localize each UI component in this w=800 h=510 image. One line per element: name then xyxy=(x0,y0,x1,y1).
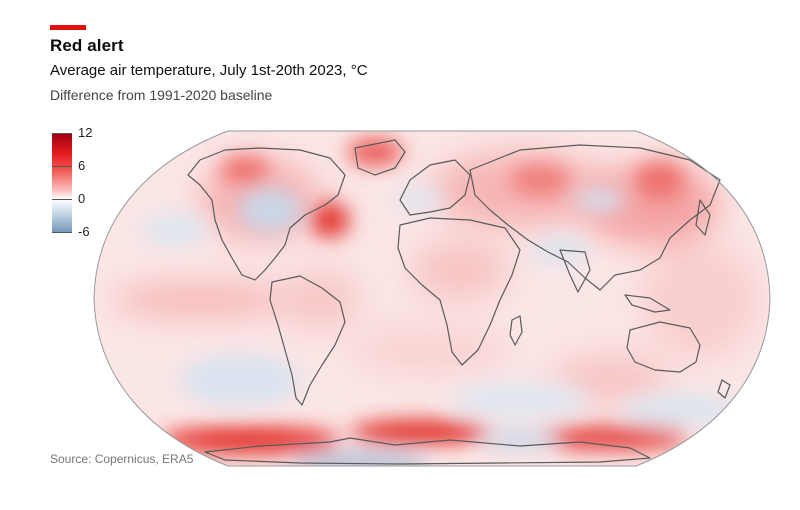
europe-outline xyxy=(399,159,471,216)
legend-label-6: 6 xyxy=(78,158,86,173)
legend-tick xyxy=(52,199,72,200)
chart-title: Red alert xyxy=(50,36,124,55)
legend-label-minus-6: -6 xyxy=(78,224,90,239)
color-legend: 12 6 0 -6 xyxy=(50,125,130,240)
greenland-outline xyxy=(354,139,406,176)
legend-tick xyxy=(52,166,72,167)
source-note: Source: Copernicus, ERA5 xyxy=(50,452,194,466)
japan-outline xyxy=(695,199,711,236)
south-america-outline xyxy=(269,275,346,406)
coastlines xyxy=(187,139,731,465)
asia-outline xyxy=(469,144,721,291)
antarctica-outline xyxy=(204,437,651,465)
chart-subsubtitle: Difference from 1991-2020 baseline xyxy=(50,87,273,103)
legend-label-0: 0 xyxy=(78,191,86,206)
africa-outline xyxy=(397,217,521,366)
legend-tick xyxy=(52,133,72,134)
india-outline xyxy=(559,249,591,293)
legend-label-12: 12 xyxy=(78,125,93,140)
chart-subtitle: Average air temperature, July 1st-20th 2… xyxy=(50,62,368,79)
north-america-outline xyxy=(187,147,346,281)
globe-outline xyxy=(93,130,771,467)
legend-color-bar xyxy=(52,133,72,233)
australia-outline xyxy=(626,321,701,373)
legend-tick xyxy=(52,232,72,233)
new-zealand-outline xyxy=(717,379,731,399)
madagascar-outline xyxy=(509,315,523,346)
temperature-anomaly-field xyxy=(94,131,770,466)
brand-accent-bar xyxy=(50,25,86,30)
southeast-asia-islands-outline xyxy=(624,294,671,313)
